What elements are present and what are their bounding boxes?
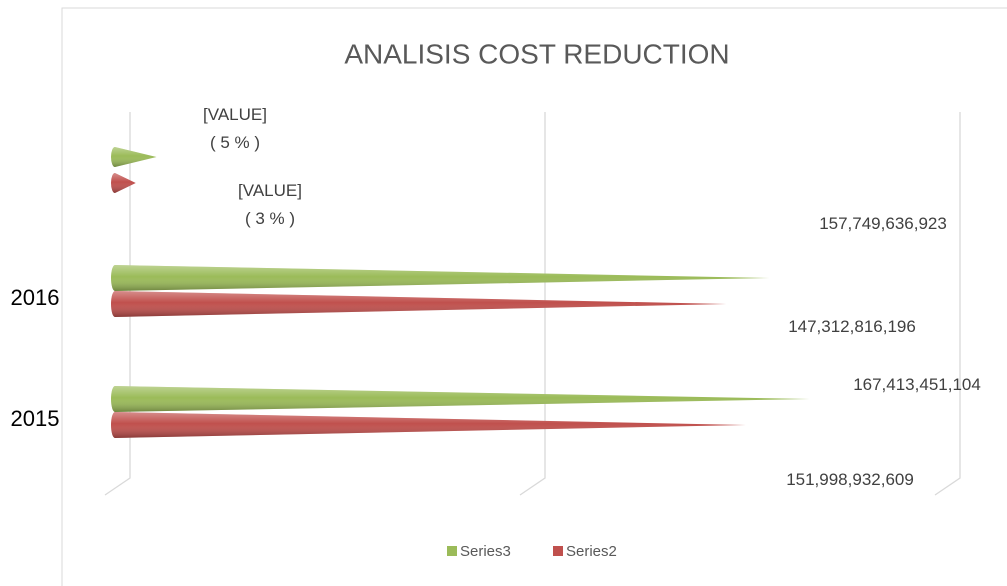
y-tick-label: 2016 (11, 285, 60, 310)
chart-title: ANALISIS COST REDUCTION (344, 38, 729, 69)
legend-label: Series2 (566, 543, 617, 560)
grid-line (519, 112, 546, 496)
bar-part (111, 173, 136, 193)
bar (111, 173, 136, 193)
legend-swatch (553, 546, 563, 556)
y-tick-label: 2015 (11, 406, 60, 431)
data-label: [VALUE] ( 3 % ) (238, 181, 302, 228)
data-label: 151,998,932,609 (786, 470, 914, 489)
bar (111, 412, 746, 438)
data-label: [VALUE] ( 5 % ) (203, 105, 267, 152)
legend-swatch (447, 546, 457, 556)
data-label: 157,749,636,923 (819, 214, 947, 233)
legend-label: Series3 (460, 543, 511, 560)
chart-border (61, 7, 1007, 586)
bar-part (111, 291, 727, 317)
bar (111, 147, 157, 167)
bar-part (111, 265, 770, 291)
data-label: 147,312,816,196 (788, 317, 916, 336)
bar-part (111, 147, 157, 167)
data-label: 167,413,451,104 (853, 375, 981, 394)
bar-part (111, 386, 810, 412)
bar (111, 291, 727, 317)
bar (111, 386, 810, 412)
bar (111, 265, 770, 291)
grid-line (934, 112, 961, 496)
grid-line (104, 112, 131, 496)
bar-part (111, 412, 746, 438)
